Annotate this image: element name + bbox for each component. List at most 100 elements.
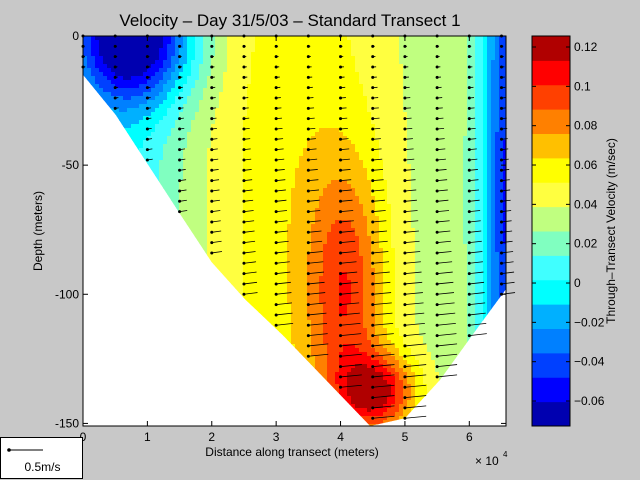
contour-cell	[199, 72, 204, 77]
contour-cell	[211, 212, 216, 217]
contour-cell	[255, 56, 260, 61]
contour-cell	[127, 76, 132, 81]
contour-cell	[159, 112, 164, 117]
contour-cell	[251, 144, 256, 149]
contour-cell	[87, 64, 92, 69]
contour-cell	[267, 76, 272, 81]
contour-cell	[275, 208, 280, 213]
contour-cell	[263, 56, 268, 61]
contour-cell	[267, 88, 272, 93]
contour-cell	[91, 76, 96, 81]
contour-cell	[171, 160, 176, 165]
contour-cell	[239, 236, 244, 241]
contour-cell	[271, 56, 276, 61]
contour-cell	[167, 108, 172, 113]
contour-cell	[175, 92, 180, 97]
contour-cell	[183, 156, 188, 161]
contour-cell	[279, 320, 284, 325]
contour-cell	[199, 216, 204, 221]
contour-cell	[123, 84, 128, 89]
contour-cell	[99, 52, 104, 57]
contour-cell	[151, 136, 156, 141]
contour-cell	[183, 80, 188, 85]
contour-cell	[239, 148, 244, 153]
contour-cell	[147, 80, 152, 85]
contour-cell	[211, 164, 216, 169]
contour-cell	[207, 220, 212, 225]
contour-cell	[163, 96, 168, 101]
contour-cell	[255, 252, 260, 257]
contour-cell	[91, 44, 96, 49]
contour-cell	[115, 56, 120, 61]
contour-cell	[251, 244, 256, 249]
contour-cell	[219, 256, 224, 261]
contour-cell	[191, 220, 196, 225]
contour-cell	[107, 64, 112, 69]
contour-cell	[167, 160, 172, 165]
contour-cell	[283, 304, 288, 309]
contour-cell	[279, 232, 284, 237]
contour-cell	[83, 52, 88, 57]
contour-cell	[283, 44, 288, 49]
contour-cell	[239, 272, 244, 277]
contour-cell	[267, 232, 272, 237]
contour-cell	[271, 296, 276, 301]
contour-cell	[147, 60, 152, 65]
contour-cell	[171, 200, 176, 205]
contour-cell	[251, 240, 256, 245]
contour-cell	[231, 80, 236, 85]
contour-cell	[139, 64, 144, 69]
contour-cell	[267, 84, 272, 89]
contour-cell	[247, 36, 252, 41]
contour-cell	[179, 120, 184, 125]
contour-cell	[183, 56, 188, 61]
contour-cell	[279, 104, 284, 109]
contour-cell	[147, 128, 152, 133]
contour-cell	[219, 56, 224, 61]
contour-cell	[231, 212, 236, 217]
contour-cell	[215, 128, 220, 133]
contour-cell	[239, 196, 244, 201]
contour-cell	[215, 60, 220, 65]
contour-cell	[259, 104, 264, 109]
contour-cell	[223, 120, 228, 125]
contour-cell	[223, 268, 228, 273]
contour-cell	[195, 116, 200, 121]
contour-cell	[147, 164, 152, 169]
contour-cell	[283, 136, 288, 141]
contour-cell	[263, 96, 268, 101]
contour-cell	[219, 64, 224, 69]
contour-cell	[223, 196, 228, 201]
contour-cell	[227, 236, 232, 241]
contour-cell	[223, 92, 228, 97]
contour-cell	[95, 60, 100, 65]
contour-cell	[243, 268, 248, 273]
contour-cell	[123, 52, 128, 57]
contour-cell	[139, 120, 144, 125]
contour-cell	[175, 156, 180, 161]
contour-cell	[271, 280, 276, 285]
contour-cell	[263, 64, 268, 69]
contour-cell	[243, 228, 248, 233]
contour-cell	[127, 56, 132, 61]
contour-cell	[255, 68, 260, 73]
contour-cell	[267, 92, 272, 97]
contour-cell	[191, 156, 196, 161]
contour-cell	[99, 84, 104, 89]
contour-cell	[215, 180, 220, 185]
contour-cell	[199, 68, 204, 73]
contour-cell	[263, 60, 268, 65]
contour-cell	[243, 48, 248, 53]
contour-cell	[135, 124, 140, 129]
contour-cell	[243, 276, 248, 281]
contour-cell	[175, 104, 180, 109]
contour-cell	[143, 116, 148, 121]
contour-cell	[183, 148, 188, 153]
contour-cell	[151, 52, 156, 57]
contour-cell	[211, 188, 216, 193]
contour-cell	[119, 60, 124, 65]
contour-cell	[215, 228, 220, 233]
contour-cell	[131, 72, 136, 77]
contour-cell	[163, 140, 168, 145]
contour-cell	[215, 252, 220, 257]
